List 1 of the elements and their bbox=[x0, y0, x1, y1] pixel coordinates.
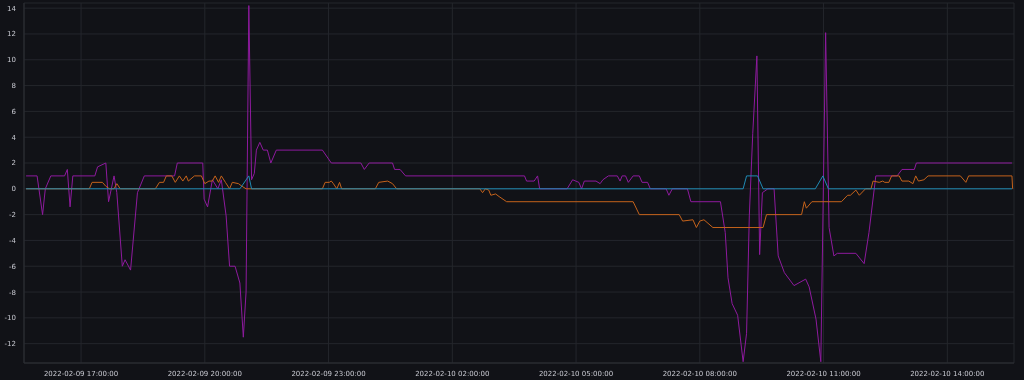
line-series bbox=[25, 5, 1013, 363]
